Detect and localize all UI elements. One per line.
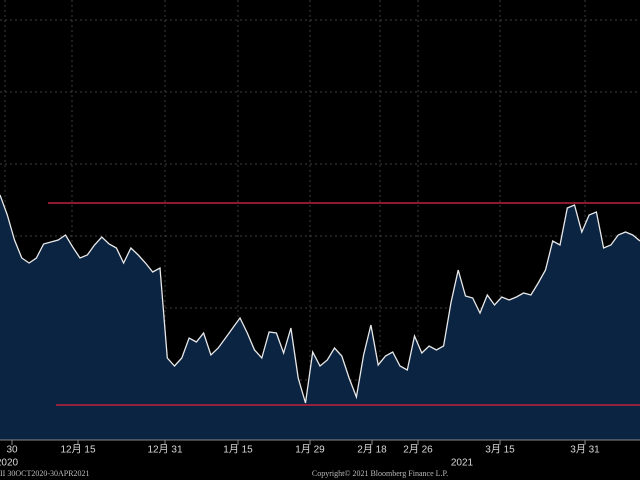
footer-copyright: Copyright© 2021 Bloomberg Finance L.P. <box>312 469 448 478</box>
x-tick-label: 3月 31 <box>570 444 600 456</box>
x-tick-label: 12月 15 <box>60 444 95 456</box>
x-tick-label: 1月 29 <box>295 444 325 456</box>
x-tick-label: 2月 26 <box>403 444 433 456</box>
year-label: 2021 <box>451 458 474 469</box>
x-tick-label: 12月 31 <box>147 444 182 456</box>
area-fill <box>0 195 640 440</box>
x-tick-label: 30 <box>6 445 18 456</box>
x-tick-label: 1月 15 <box>223 444 253 456</box>
x-tick-label: 2月 18 <box>357 444 387 456</box>
x-tick-label: 3月 15 <box>485 444 515 456</box>
year-label: 2020 <box>0 458 19 469</box>
line <box>0 194 640 404</box>
footer-range: II 30OCT2020-30APR2021 <box>0 469 90 478</box>
